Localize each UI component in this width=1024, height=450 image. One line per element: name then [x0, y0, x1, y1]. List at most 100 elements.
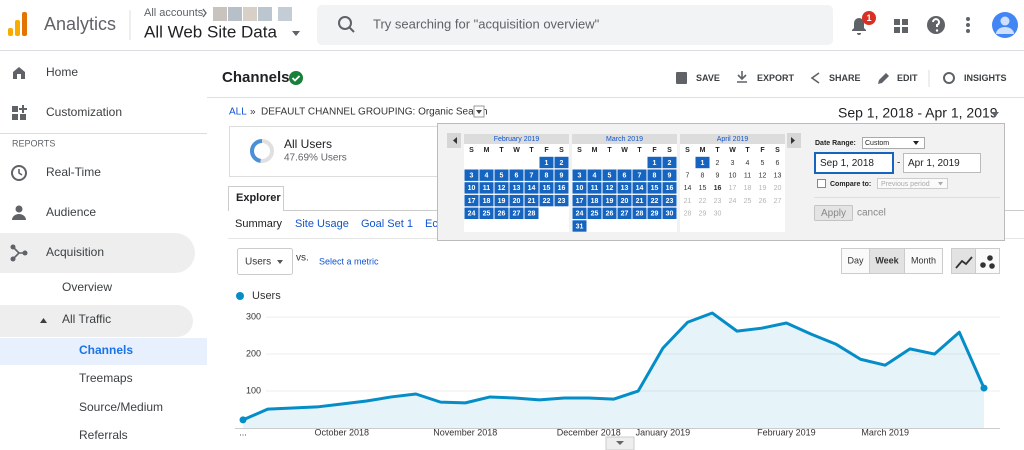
cal-day-selected[interactable]: [662, 156, 677, 169]
apps-icon[interactable]: [902, 19, 908, 25]
cal-day[interactable]: 26: [606, 211, 614, 218]
cal-day-selected[interactable]: [695, 156, 710, 169]
cal-day[interactable]: 23: [666, 198, 674, 205]
cal-day[interactable]: 10: [468, 185, 476, 192]
cal-day-selected[interactable]: [464, 194, 479, 207]
cal-day[interactable]: 10: [576, 185, 584, 192]
cal-day[interactable]: 8: [545, 173, 549, 180]
nav-item[interactable]: Customization: [46, 105, 122, 119]
cal-day-selected[interactable]: [602, 169, 617, 181]
cal-day[interactable]: 21: [684, 198, 692, 205]
cal-day-selected[interactable]: [647, 169, 662, 181]
cal-day-selected[interactable]: [572, 169, 587, 181]
cal-day[interactable]: 25: [744, 198, 752, 205]
cal-day-selected[interactable]: [479, 207, 494, 219]
apps-icon[interactable]: [902, 27, 908, 33]
cal-day[interactable]: 5: [500, 173, 504, 180]
cal-day[interactable]: 15: [699, 185, 707, 192]
cancel-link[interactable]: cancel: [857, 208, 886, 219]
cal-day-selected[interactable]: [632, 194, 647, 207]
cal-day[interactable]: 16: [666, 185, 674, 192]
tab[interactable]: [228, 186, 284, 211]
cal-day-selected[interactable]: [572, 194, 587, 207]
cal-day[interactable]: 24: [468, 211, 476, 218]
start-input[interactable]: [814, 152, 894, 174]
cal-day-selected[interactable]: [632, 182, 647, 194]
nav-item[interactable]: Home: [46, 65, 78, 79]
subtab[interactable]: Summary: [235, 218, 283, 230]
nav-subitem[interactable]: Source/Medium: [79, 400, 163, 414]
nav-subitem[interactable]: Overview: [62, 280, 112, 294]
chart-type[interactable]: [951, 248, 976, 274]
nav-subitem[interactable]: Treemaps: [79, 371, 133, 385]
cal-day-selected[interactable]: [662, 169, 677, 181]
cal-day[interactable]: 2: [716, 160, 720, 167]
cal-day[interactable]: 24: [576, 211, 584, 218]
cal-day[interactable]: 25: [591, 211, 599, 218]
breadcrumb-link[interactable]: ALL: [229, 107, 247, 118]
cal-day-selected[interactable]: [479, 182, 494, 194]
cal-day[interactable]: 15: [543, 185, 551, 192]
cal-day-selected[interactable]: [647, 207, 662, 219]
cal-day-selected[interactable]: [539, 156, 554, 169]
cal-day[interactable]: 13: [513, 185, 521, 192]
nav-subitem[interactable]: Channels: [79, 343, 133, 357]
cal-day[interactable]: 16: [714, 185, 722, 192]
cal-day-selected[interactable]: [572, 220, 587, 232]
cal-day[interactable]: 18: [744, 185, 752, 192]
cal-day[interactable]: 9: [668, 173, 672, 180]
cal-day[interactable]: 12: [759, 173, 767, 180]
cal-day[interactable]: 2: [668, 160, 672, 167]
cal-day-selected[interactable]: [539, 169, 554, 181]
nav-subitem[interactable]: All Traffic: [62, 312, 111, 326]
cal-day[interactable]: 30: [666, 211, 674, 218]
cal-day-selected[interactable]: [602, 207, 617, 219]
cal-day-selected[interactable]: [647, 194, 662, 207]
period-button[interactable]: [869, 248, 905, 274]
cal-day-selected[interactable]: [509, 169, 524, 181]
cal-day-selected[interactable]: [554, 194, 569, 207]
cal-day[interactable]: 25: [483, 211, 491, 218]
cal-day[interactable]: 18: [591, 198, 599, 205]
cal-day[interactable]: 5: [761, 160, 765, 167]
cal-day[interactable]: 8: [701, 173, 705, 180]
period-button[interactable]: [904, 248, 943, 274]
cal-day-selected[interactable]: [494, 207, 509, 219]
cal-day[interactable]: 27: [774, 198, 782, 205]
cal-day[interactable]: 19: [759, 185, 767, 192]
nav-item[interactable]: Audience: [46, 205, 96, 219]
cal-day[interactable]: 29: [651, 211, 659, 218]
cal-day[interactable]: 6: [515, 173, 519, 180]
cal-day[interactable]: 19: [606, 198, 614, 205]
cal-day[interactable]: 15: [651, 185, 659, 192]
cal-day[interactable]: 1: [653, 160, 657, 167]
cal-day[interactable]: 23: [558, 198, 566, 205]
select-metric[interactable]: Select a metric: [319, 256, 379, 266]
cal-day[interactable]: 12: [498, 185, 506, 192]
cal-day-selected[interactable]: [464, 169, 479, 181]
cal-day-selected[interactable]: [602, 182, 617, 194]
cal-day[interactable]: 23: [714, 198, 722, 205]
compare-checkbox[interactable]: [817, 179, 826, 188]
cal-day[interactable]: 28: [528, 211, 536, 218]
cal-day[interactable]: 22: [699, 198, 707, 205]
cal-day[interactable]: 11: [744, 173, 751, 180]
cal-day[interactable]: 17: [468, 198, 476, 205]
cal-day[interactable]: 4: [593, 173, 597, 180]
action-button[interactable]: INSIGHTS: [964, 73, 1007, 83]
cal-day[interactable]: 27: [513, 211, 521, 218]
cal-day-selected[interactable]: [662, 182, 677, 194]
cal-day-selected[interactable]: [464, 182, 479, 194]
cal-day[interactable]: 7: [638, 173, 642, 180]
cal-day[interactable]: 22: [543, 198, 551, 205]
cal-day[interactable]: 20: [774, 185, 782, 192]
cal-day[interactable]: 26: [498, 211, 506, 218]
action-button[interactable]: EXPORT: [757, 73, 795, 83]
cal-day[interactable]: 17: [729, 185, 737, 192]
period-button[interactable]: [841, 248, 870, 274]
cal-day-selected[interactable]: [509, 194, 524, 207]
cal-day[interactable]: 1: [545, 160, 549, 167]
search-box[interactable]: [317, 5, 833, 45]
cal-day-selected[interactable]: [617, 169, 632, 181]
cal-day[interactable]: 7: [530, 173, 534, 180]
